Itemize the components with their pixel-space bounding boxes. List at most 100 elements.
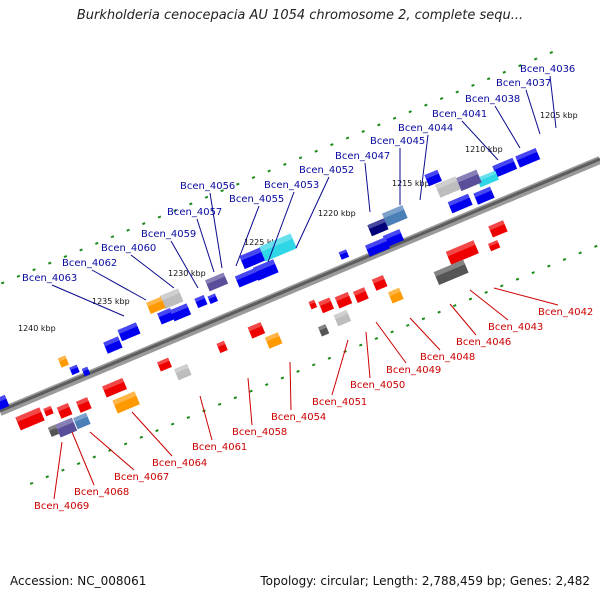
forward-tick-mark	[157, 215, 162, 219]
forward-gene-block	[252, 259, 279, 281]
forward-gene-block-shine	[194, 295, 205, 303]
reverse-gene-block-body	[73, 412, 91, 430]
reverse-gene-label: Bcen_4061	[192, 442, 247, 453]
forward-gene-block-body	[338, 249, 350, 260]
forward-gene-block	[259, 233, 297, 262]
reverse-tick-mark	[249, 389, 253, 393]
reverse-tick-mark	[92, 455, 97, 459]
reverse-gene-leader	[89, 431, 135, 471]
reverse-gene-block-shine	[487, 240, 499, 247]
reverse-gene-block-shine	[353, 287, 366, 296]
reverse-gene-block	[318, 297, 335, 314]
reverse-tick-mark	[327, 356, 332, 360]
reverse-gene-block-shine	[102, 377, 124, 391]
forward-gene-block-body	[492, 157, 518, 178]
forward-gene-block-body	[476, 170, 499, 188]
scale-tick-label: 1225 kbp	[244, 238, 282, 247]
forward-gene-leader	[364, 162, 371, 213]
forward-gene-block-shine	[338, 249, 348, 256]
reverse-gene-leader	[469, 289, 509, 321]
forward-tick-mark	[189, 202, 193, 206]
forward-gene-block-shine	[476, 170, 497, 182]
reverse-gene-block-body	[47, 424, 60, 437]
reverse-gene-block-body	[333, 309, 352, 327]
forward-gene-block-shine	[252, 259, 276, 273]
reverse-gene-block	[112, 391, 140, 414]
reverse-gene-block-body	[157, 357, 172, 372]
forward-gene-block-body	[205, 272, 229, 292]
reverse-gene-block-shine	[333, 309, 349, 320]
forward-gene-block-body	[473, 186, 495, 205]
forward-tick-mark	[533, 57, 538, 61]
reverse-gene-leader	[71, 431, 95, 486]
forward-gene-block-shine	[69, 364, 78, 371]
forward-tick-mark	[518, 64, 522, 68]
reverse-tick-mark	[374, 337, 379, 341]
reverse-tick-mark	[45, 475, 50, 479]
forward-gene-block-shine	[117, 322, 138, 335]
forward-gene-block-body	[381, 205, 408, 227]
reverse-gene-block-shine	[15, 407, 42, 423]
forward-gene-block-shine	[81, 366, 89, 372]
reverse-gene-block	[317, 324, 330, 337]
reverse-gene-block-body	[353, 287, 369, 303]
reverse-gene-block	[487, 240, 501, 252]
reverse-gene-block	[102, 377, 128, 398]
reverse-gene-leader	[449, 303, 477, 336]
reverse-gene-leader	[247, 377, 253, 426]
forward-gene-block-shine	[205, 272, 226, 285]
forward-gene-block	[234, 267, 260, 288]
forward-gene-block-body	[69, 364, 80, 376]
reverse-gene-label: Bcen_4049	[386, 365, 441, 376]
forward-gene-block-shine	[57, 355, 67, 362]
forward-gene-label: Bcen_4041	[432, 109, 487, 120]
forward-tick-mark	[32, 268, 36, 272]
forward-gene-leader	[235, 205, 260, 267]
accession-text: Accession: NC_008061	[10, 574, 147, 588]
forward-gene-block	[338, 249, 350, 260]
forward-tick-mark	[298, 156, 303, 160]
backbone-line-core	[0, 157, 600, 413]
reverse-gene-block-body	[334, 292, 353, 309]
reverse-gene-block	[55, 417, 78, 438]
forward-tick-mark	[142, 222, 146, 226]
reverse-gene-label: Bcen_4069	[34, 501, 89, 512]
reverse-tick-mark	[139, 435, 144, 439]
reverse-tick-mark	[500, 284, 504, 288]
reverse-tick-mark	[29, 481, 34, 485]
reverse-gene-leader	[289, 361, 292, 411]
forward-gene-block-body	[169, 303, 192, 322]
forward-gene-label: Bcen_4044	[398, 123, 453, 134]
reverse-gene-label: Bcen_4048	[420, 352, 475, 363]
reverse-gene-block-shine	[247, 322, 263, 332]
forward-gene-block	[169, 303, 192, 322]
reverse-tick-mark	[186, 416, 191, 420]
reverse-gene-block-body	[371, 275, 388, 291]
reverse-gene-block-body	[264, 332, 283, 349]
reverse-tick-mark	[437, 310, 441, 314]
forward-tick-mark	[251, 176, 256, 180]
forward-tick-mark	[424, 103, 428, 107]
forward-gene-block	[157, 308, 175, 325]
reverse-tick-mark	[280, 376, 285, 380]
forward-gene-block-body	[0, 394, 10, 411]
forward-tick-mark	[63, 255, 68, 259]
reverse-gene-block	[47, 424, 60, 437]
reverse-tick-mark	[531, 271, 535, 275]
forward-gene-label: Bcen_4063	[22, 273, 77, 284]
reverse-tick-mark	[155, 429, 159, 433]
topology-summary: Topology: circular; Length: 2,788,459 bp…	[260, 574, 590, 588]
reverse-gene-label: Bcen_4067	[114, 472, 169, 483]
reverse-gene-block-shine	[216, 340, 226, 348]
forward-gene-leader	[196, 218, 215, 273]
forward-gene-block	[456, 169, 482, 192]
reverse-gene-block	[433, 259, 469, 286]
reverse-gene-label: Bcen_4054	[271, 412, 326, 423]
reverse-gene-block	[264, 332, 283, 349]
reverse-gene-block-body	[43, 405, 54, 417]
forward-gene-block-shine	[473, 186, 492, 198]
reverse-gene-block-body	[216, 340, 228, 354]
reverse-gene-block-shine	[47, 424, 57, 431]
forward-gene-block-shine	[259, 233, 293, 252]
